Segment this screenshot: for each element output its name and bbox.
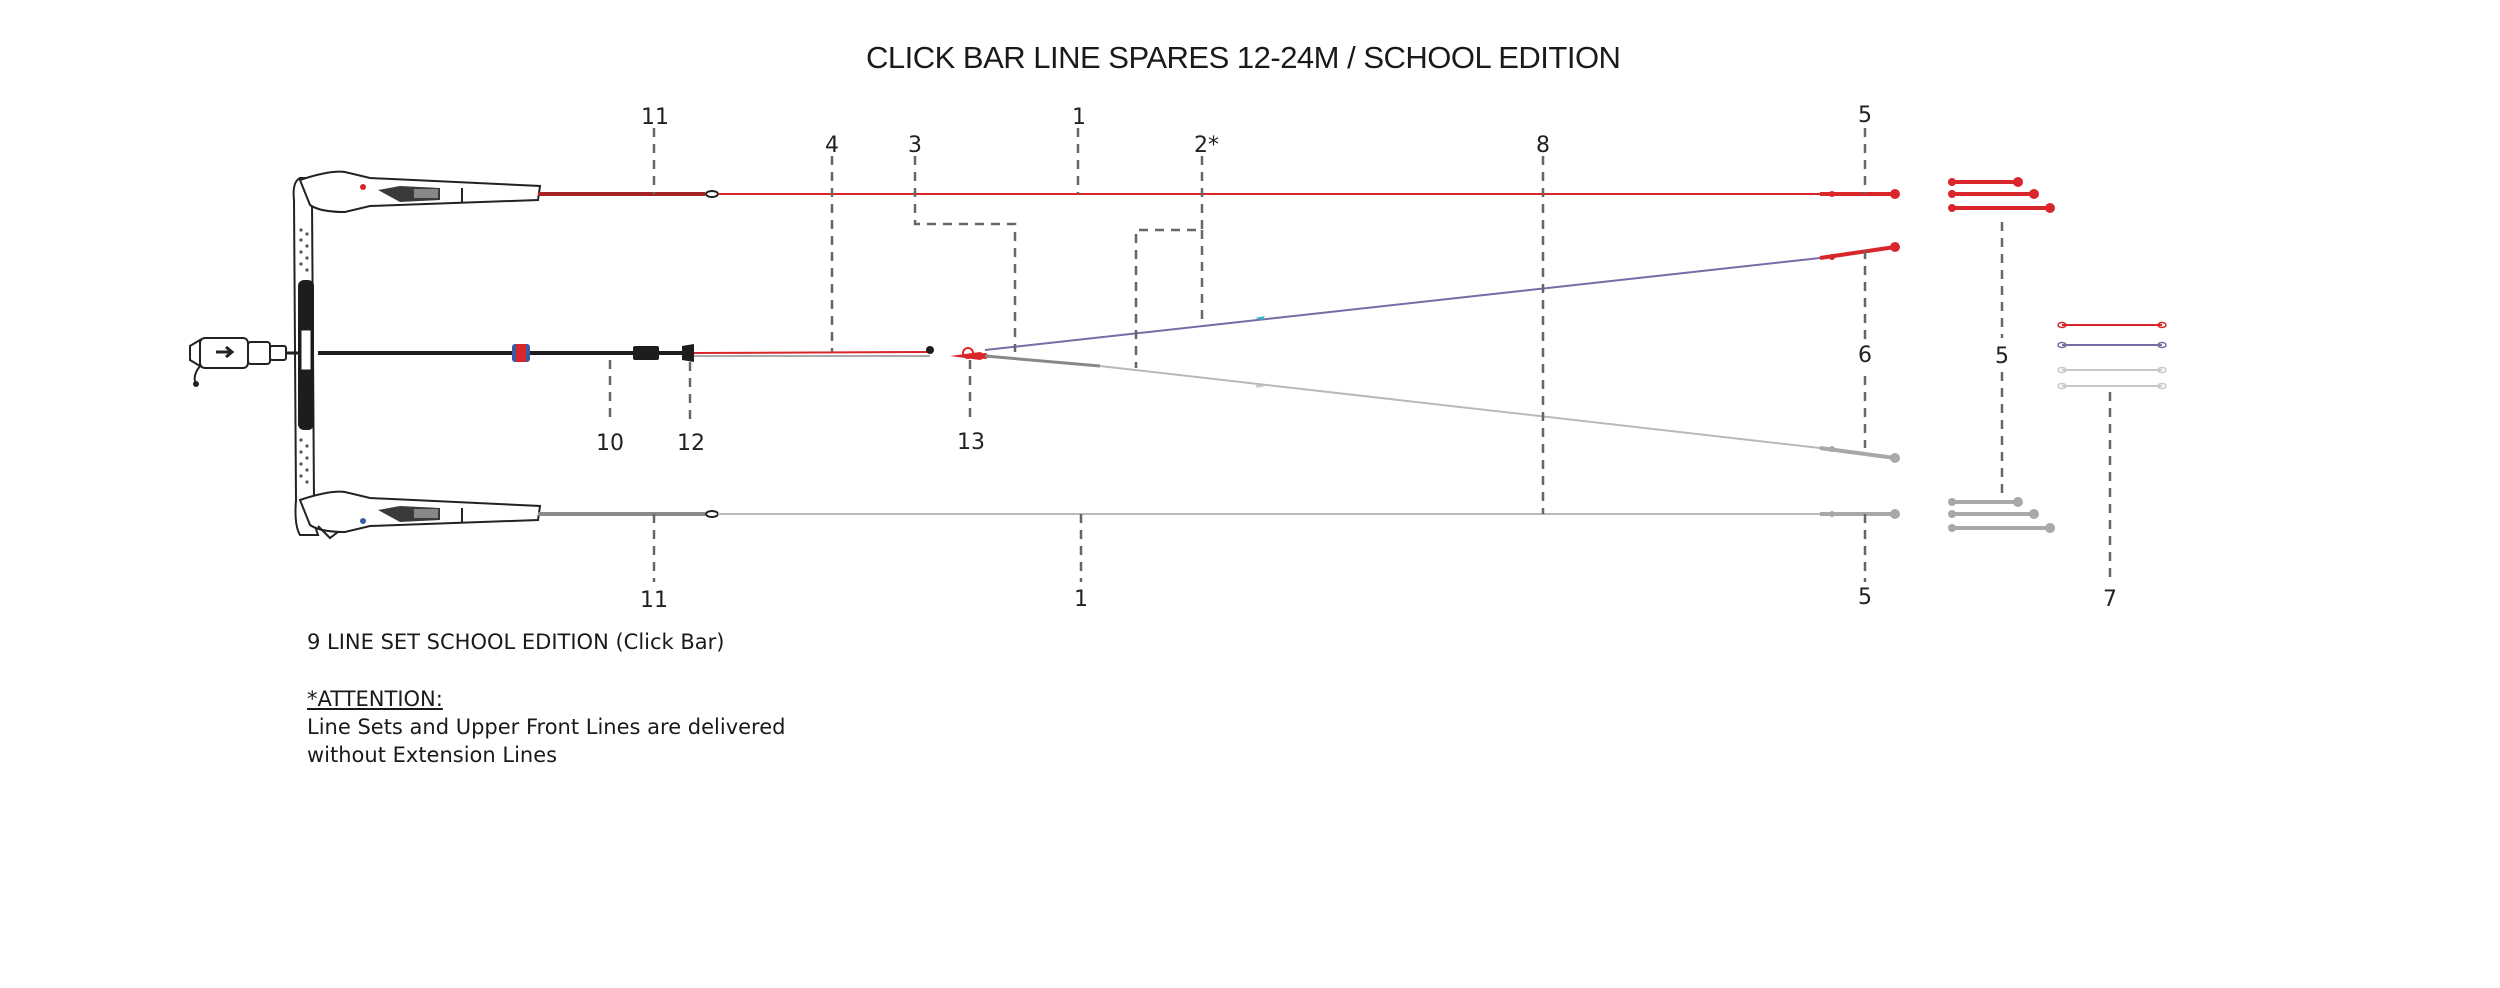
callout-2-asterisk: 2* bbox=[1194, 133, 1219, 158]
callout-12: 12 bbox=[677, 431, 705, 456]
attention-line-1: Line Sets and Upper Front Lines are deli… bbox=[307, 715, 786, 739]
callout-5-top: 5 bbox=[1858, 103, 1872, 128]
leader-lines bbox=[608, 128, 2112, 582]
callout-3: 3 bbox=[908, 133, 922, 158]
callout-4: 4 bbox=[825, 133, 839, 158]
diagram-title: CLICK BAR LINE SPARES 12-24M / SCHOOL ED… bbox=[866, 40, 1620, 75]
callout-5-mid: 5 bbox=[1995, 344, 2009, 369]
front-line-top bbox=[538, 189, 1900, 199]
callout-11-top: 11 bbox=[641, 105, 669, 130]
centre-line-assembly bbox=[318, 344, 990, 362]
chicken-loop-quick-release bbox=[189, 337, 300, 387]
callout-11-bottom: 11 bbox=[640, 588, 668, 613]
attention-heading: *ATTENTION: bbox=[307, 687, 443, 711]
attention-line-2: without Extension Lines bbox=[307, 743, 558, 767]
extension-lines-grey bbox=[1948, 497, 2055, 533]
upper-front-line bbox=[984, 242, 1900, 351]
callout-1-top: 1 bbox=[1072, 105, 1086, 130]
upper-back-line bbox=[984, 354, 1900, 463]
callout-8: 8 bbox=[1536, 133, 1550, 158]
callout-13: 13 bbox=[957, 430, 985, 455]
control-bar bbox=[292, 170, 542, 540]
callout-10: 10 bbox=[596, 431, 624, 456]
spare-lines-set bbox=[2057, 321, 2167, 390]
callout-5-bottom: 5 bbox=[1858, 585, 1872, 610]
callout-1-bottom: 1 bbox=[1074, 587, 1088, 612]
callout-6: 6 bbox=[1858, 343, 1872, 368]
lineset-note: 9 LINE SET SCHOOL EDITION (Click Bar) bbox=[307, 630, 725, 654]
back-line-bottom bbox=[538, 509, 1900, 519]
callout-7: 7 bbox=[2103, 587, 2117, 612]
extension-lines-red bbox=[1948, 177, 2055, 213]
